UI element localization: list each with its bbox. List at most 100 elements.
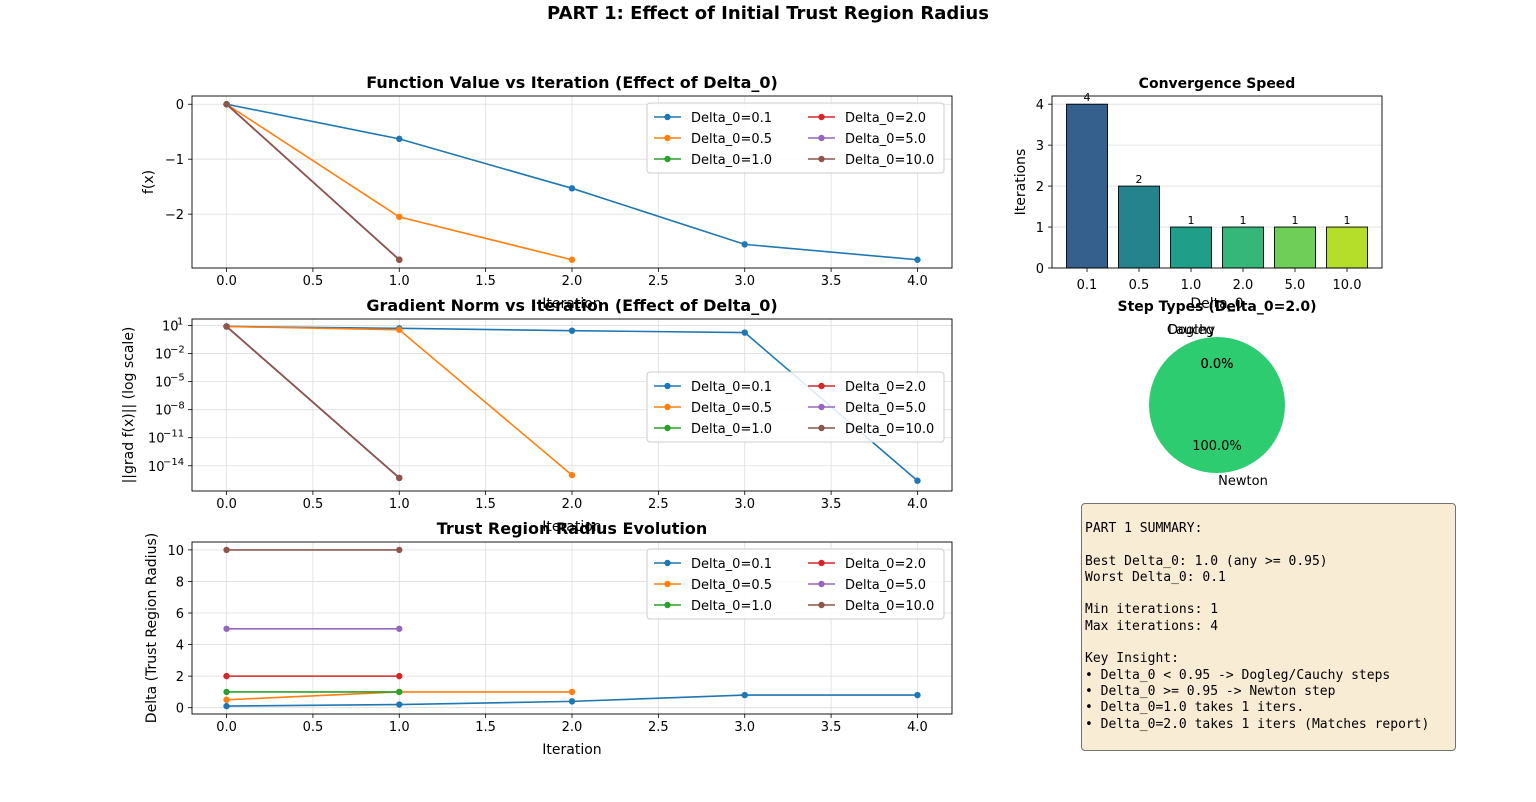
x-tick-label: 1.5 — [475, 720, 496, 735]
summary-line: Best Delta_0: 1.0 (any >= 0.95) — [1085, 553, 1328, 569]
y-tick-label: 6 — [176, 607, 184, 622]
data-point — [568, 698, 576, 705]
bar-2.0 — [1222, 226, 1264, 269]
panel-title: Trust Region Radius Evolution — [437, 519, 708, 538]
x-tick-label: 4.0 — [907, 497, 928, 512]
x-axis-label: Delta_0 — [1190, 296, 1243, 312]
bar-10.0 — [1326, 226, 1368, 269]
y-tick-label: 10 — [155, 376, 172, 391]
legend-marker — [818, 559, 825, 567]
summary-box — [1081, 503, 1456, 751]
data-point — [568, 327, 576, 334]
panel-delta: 0.0 0.5 1.0 1.5 2.0 2.5 3.0 3.5 4.0 0 2 4 6 8 10 Trust … — [144, 519, 953, 758]
x-tick-label: 4.0 — [907, 274, 928, 289]
panel-fval: 0.0 0.5 1.0 1.5 2.0 2.5 3.0 3.5 4.0 0 −1 −2 Function… — [141, 73, 953, 312]
legend-entry: Delta_0=0.1 — [691, 111, 772, 126]
x-tick-label: 0.0 — [216, 720, 237, 735]
x-tick-label: 4.0 — [907, 720, 928, 735]
data-point — [223, 323, 230, 330]
y-tick-label: 0 — [176, 702, 184, 717]
y-tick-label: 10 — [155, 348, 172, 363]
x-axis-label: Iteration — [542, 742, 601, 758]
summary-text: PART 1 SUMMARY: Best Delta_0: 1.0 (any >=… — [1085, 521, 1457, 733]
data-point — [741, 691, 748, 699]
x-tick-label: 2.5 — [648, 720, 669, 735]
x-tick-label: 2.0 — [562, 497, 583, 512]
legend-marker — [818, 403, 825, 411]
x-tick-label: 1.5 — [475, 497, 496, 512]
legend-marker — [818, 580, 825, 588]
panel-title: Gradient Norm vs Iteration (Effect of De… — [366, 296, 777, 315]
summary-line: • Delta_0 >= 0.95 -> Newton step — [1085, 683, 1336, 699]
y-tick-label: 0 — [1036, 262, 1044, 277]
y-tick-label: −2 — [165, 208, 184, 223]
series-line-Delta_0=10.0 — [226, 325, 400, 479]
summary-line: • Delta_0=1.0 takes 1 iters. — [1085, 700, 1305, 716]
summary-line: PART 1 SUMMARY: — [1085, 521, 1203, 536]
y-axis-label: Iterations — [1013, 149, 1029, 216]
legend-entry: Delta_0=0.5 — [691, 132, 772, 147]
legend-marker — [818, 382, 825, 390]
data-point — [223, 546, 230, 554]
data-point — [396, 256, 403, 263]
y-tick-label: 3 — [1036, 139, 1044, 154]
summary-line: Worst Delta_0: 0.1 — [1085, 569, 1226, 585]
summary-line — [1085, 537, 1457, 553]
bar-value-label: 1 — [1344, 214, 1351, 227]
legend-marker — [818, 601, 825, 609]
x-tick-label: 1.0 — [1181, 278, 1202, 293]
legend-marker — [664, 134, 671, 142]
y-tick-label: 2 — [176, 670, 184, 685]
x-tick-label: 3.0 — [734, 497, 755, 512]
legend-entry: Delta_0=10.0 — [845, 422, 934, 437]
bar-5.0 — [1274, 226, 1316, 269]
x-tick-label: 0.1 — [1077, 278, 1098, 293]
legend-entry: Delta_0=0.5 — [691, 578, 772, 593]
legend-frame — [646, 371, 945, 443]
bar-value-label: 2 — [1136, 173, 1143, 186]
legend-entry: Delta_0=10.0 — [845, 153, 934, 168]
legend-marker — [818, 134, 825, 142]
summary-line: • Delta_0 < 0.95 -> Dogleg/Cauchy steps — [1085, 667, 1391, 683]
data-point — [914, 256, 921, 263]
legend-marker — [664, 601, 671, 609]
x-tick-label: 0.0 — [216, 274, 237, 289]
y-tick-exponent: −8 — [170, 401, 185, 412]
y-axis-label: ||grad f(x)|| (log scale) — [121, 327, 137, 484]
summary-line: Max iterations: 4 — [1085, 618, 1219, 634]
y-tick-exponent: −5 — [170, 373, 185, 384]
legend-marker — [664, 559, 671, 567]
summary-line: Key Insight: — [1085, 651, 1179, 667]
x-tick-label: 0.5 — [1129, 278, 1150, 293]
legend-entry: Delta_0=5.0 — [845, 401, 926, 416]
bar-value-label: 1 — [1240, 214, 1247, 227]
legend: Delta_0=0.1 Delta_0=0.5 Delta_0=1.0 Delta_0… — [646, 371, 945, 443]
legend: Delta_0=0.1 Delta_0=0.5 Delta_0=1.0 Delta_0… — [646, 102, 945, 174]
data-point — [914, 691, 921, 699]
pie-pct-label: 0.0% — [1200, 357, 1233, 372]
x-tick-label: 3.0 — [734, 720, 755, 735]
x-tick-label: 3.5 — [821, 497, 842, 512]
x-tick-label: 2.0 — [1233, 278, 1254, 293]
x-tick-label: 2.5 — [648, 497, 669, 512]
series-line-Delta_0=10.0 — [226, 103, 400, 261]
data-point — [223, 625, 230, 632]
x-tick-label: 1.0 — [389, 497, 410, 512]
data-point — [396, 688, 403, 696]
data-point — [396, 701, 403, 708]
x-tick-label: 1.5 — [475, 274, 496, 289]
y-tick-label: 10 — [148, 432, 165, 447]
pie-pct-label: 0.0% — [1200, 357, 1233, 372]
legend-entry: Delta_0=1.0 — [691, 422, 772, 437]
data-point — [396, 625, 403, 632]
data-point — [223, 672, 230, 680]
x-tick-label: 0.0 — [216, 497, 237, 512]
summary-line — [1085, 635, 1457, 651]
data-point — [568, 471, 576, 479]
y-tick-label: 8 — [176, 575, 184, 590]
y-axis-label: Delta (Trust Region Radius) — [144, 533, 160, 723]
x-tick-label: 5.0 — [1285, 278, 1306, 293]
y-tick-label: 4 — [176, 639, 184, 654]
panel-title: Convergence Speed — [1139, 76, 1296, 92]
x-tick-label: 3.5 — [821, 274, 842, 289]
